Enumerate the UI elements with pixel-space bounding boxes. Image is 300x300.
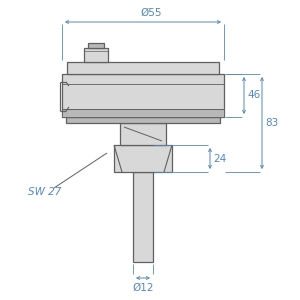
Text: Ø55: Ø55 [140,8,162,18]
Bar [88,43,104,48]
Text: 24: 24 [213,154,226,164]
Bar [133,172,153,262]
Text: 83: 83 [265,118,278,128]
Bar [120,123,166,145]
Text: Ø12: Ø12 [132,283,154,293]
Text: SW 27: SW 27 [28,187,61,197]
Bar [114,145,172,172]
Bar [66,117,220,123]
Bar [67,62,219,74]
Bar [62,74,224,117]
Bar [62,109,224,117]
Bar [84,48,108,62]
Text: 46: 46 [247,91,260,100]
